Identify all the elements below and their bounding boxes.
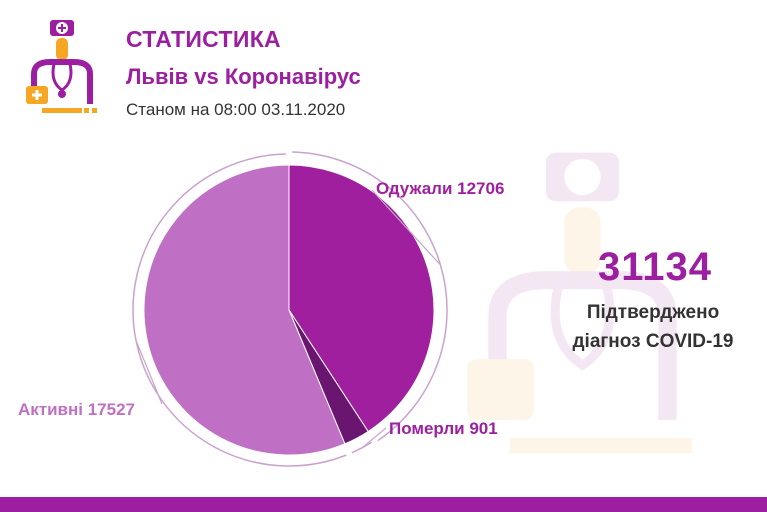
slice-label-1: Одужали 12706: [376, 179, 504, 198]
leader-line-2: [361, 427, 387, 449]
slice-label-3: Активні 17527: [18, 400, 135, 419]
doctor-watermark-icon: [467, 152, 692, 454]
leader-line-3: [135, 340, 163, 405]
page-title: СТАТИСТИКА: [126, 26, 281, 52]
doctor-icon: [26, 20, 97, 113]
as-of-timestamp: Станом на 08:00 03.11.2020: [126, 100, 346, 119]
caption-line-1: Підтверджено: [586, 302, 720, 323]
footer-bar: [0, 497, 767, 512]
confirmed-caption: Підтверджено діагноз COVID-19: [548, 298, 758, 356]
pie-slice-3: [143, 164, 346, 456]
caption-line-2: діагноз COVID-19: [572, 331, 734, 352]
leader-line-1: [371, 189, 441, 266]
page-subtitle: Львів vs Коронавірус: [126, 64, 361, 89]
confirmed-total: 31134: [597, 245, 713, 289]
slice-label-2: Померли 901: [389, 419, 498, 438]
